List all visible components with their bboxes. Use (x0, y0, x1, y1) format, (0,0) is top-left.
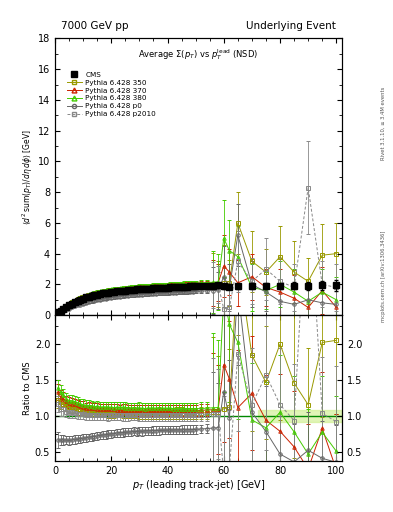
Bar (257, 410, 342, 422)
Legend: CMS, Pythia 6.428 350, Pythia 6.428 370, Pythia 6.428 380, Pythia 6.428 p0, Pyth: CMS, Pythia 6.428 350, Pythia 6.428 370,… (64, 70, 158, 119)
X-axis label: $p_T$ (leading track-jet) [GeV]: $p_T$ (leading track-jet) [GeV] (132, 478, 265, 493)
Text: Rivet 3.1.10, ≥ 3.4M events: Rivet 3.1.10, ≥ 3.4M events (381, 86, 386, 160)
Y-axis label: $\langle d^2\,\mathrm{sum}(p_T)/d\eta\,d\phi\rangle$ [GeV]: $\langle d^2\,\mathrm{sum}(p_T)/d\eta\,d… (20, 129, 35, 225)
Text: Underlying Event: Underlying Event (246, 22, 336, 31)
Text: Average $\Sigma(p_T)$ vs $p_T^{\rm lead}$ (NSD): Average $\Sigma(p_T)$ vs $p_T^{\rm lead}… (138, 47, 259, 61)
Text: 7000 GeV pp: 7000 GeV pp (61, 22, 128, 31)
Y-axis label: Ratio to CMS: Ratio to CMS (23, 361, 32, 415)
Text: mcplots.cern.ch [arXiv:1306.3436]: mcplots.cern.ch [arXiv:1306.3436] (381, 231, 386, 322)
